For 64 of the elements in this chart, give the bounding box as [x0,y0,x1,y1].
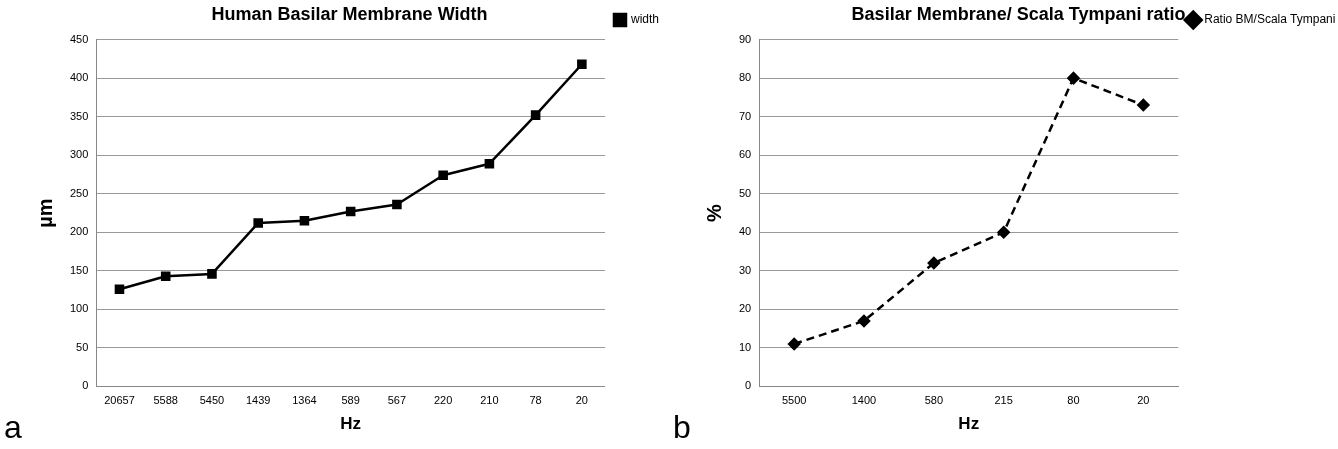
y-tick-label: 450 [69,32,89,45]
y-tick-label: 70 [738,109,752,122]
x-tick-label: 78 [529,394,542,407]
y-axis-title: µm [33,198,56,228]
point [299,215,310,226]
y-tick-label: 0 [745,379,752,392]
point [857,314,871,328]
y-tick-label: 50 [738,186,752,199]
x-tick-label: 5588 [153,394,178,407]
x-tick-label: 210 [480,394,499,407]
x-tick-label: 567 [387,394,407,407]
x-tick-label: 20 [1137,394,1150,407]
y-axis-title: % [702,203,725,222]
point [438,170,448,181]
y-tick-label: 100 [69,302,89,315]
x-axis-title: Hz [958,414,980,434]
y-tick-label: 50 [76,340,89,353]
y-tick-label: 300 [69,148,89,161]
y-tick-label: 10 [738,340,752,353]
x-tick-label: 5500 [781,394,807,407]
point [207,269,217,279]
y-tick-label: 400 [69,71,89,84]
point [253,218,263,228]
point [392,199,402,210]
x-tick-label: 80 [1067,394,1080,407]
point [927,256,941,270]
x-tick-label: 220 [433,394,453,407]
point [1067,71,1080,85]
y-tick-label: 250 [69,186,89,199]
point [160,271,171,281]
point [1137,98,1150,112]
x-tick-label: 580 [924,394,943,407]
y-tick-label: 20 [738,302,752,315]
y-tick-label: 0 [82,379,89,392]
text: a [4,408,22,445]
x-axis-title: Hz [340,414,362,434]
point [997,226,1010,239]
y-tick-label: 90 [738,32,752,45]
point [484,158,495,169]
y-tick-label: 200 [69,225,89,238]
x-tick-label: 5450 [199,394,225,407]
chart-title: Basilar Membrane/ Scala Tympani ratio [851,3,1186,24]
y-tick-label: 60 [738,148,752,161]
x-tick-label: 20 [575,394,588,407]
x-tick-label: 1364 [292,394,317,407]
point [114,284,125,295]
chart-title: Human Basilar Membrane Width [211,3,488,24]
y-tick-label: 30 [738,263,752,276]
x-tick-label: 215 [994,394,1013,407]
x-tick-label: 1439 [245,394,271,407]
x-tick-label: 589 [341,394,360,407]
x-tick-label: 1400 [851,394,877,407]
point [345,206,356,217]
x-tick-label: 20657 [104,394,135,407]
y-tick-label: 350 [69,109,89,122]
y-tick-label: 40 [738,225,752,238]
point [577,59,587,70]
y-tick-label: 80 [738,71,752,84]
y-tick-label: 150 [69,263,89,276]
point [530,110,541,120]
point [787,337,801,351]
legend-label: Ratio BM/Scala Tympani [1204,12,1336,27]
legend-label: width [629,12,659,27]
text: b [673,408,691,445]
